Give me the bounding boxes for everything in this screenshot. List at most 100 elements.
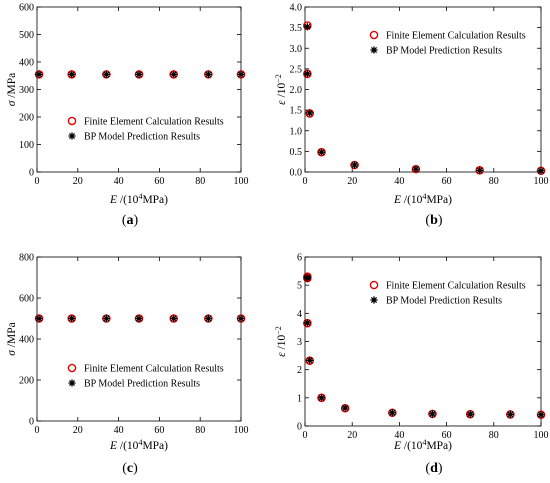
x-tick-label: 60 — [154, 425, 164, 436]
x-tick-label: 0 — [35, 176, 40, 187]
x-axis-unit-exponent: 4 — [422, 438, 426, 447]
x-tick-label: 40 — [394, 176, 404, 187]
legend: Finite Element Calculation Results BP Mod… — [369, 30, 526, 57]
x-tick-label: 80 — [195, 176, 205, 187]
y-axis-symbol: σ — [6, 349, 18, 356]
y-tick-label: 200 — [19, 113, 34, 124]
data-point — [204, 70, 212, 78]
y-tick-label: 400 — [19, 58, 34, 69]
data-point — [35, 314, 43, 323]
legend-entry: BP Model Prediction Results — [386, 296, 502, 307]
y-tick-label: 3 — [297, 337, 302, 348]
data-point — [135, 70, 143, 78]
x-tick-label: 80 — [489, 430, 499, 441]
legend-entry: BP Model Prediction Results — [386, 46, 502, 57]
legend-marker — [370, 46, 378, 54]
y-axis-symbol: σ — [6, 99, 18, 106]
data-point — [506, 410, 514, 419]
data-point — [204, 314, 212, 323]
series-bp — [35, 70, 245, 78]
y-tick-label: 800 — [19, 253, 34, 264]
x-axis-symbol: E — [393, 440, 401, 452]
data-point — [466, 410, 474, 418]
y-axis-unit: /MPa — [6, 73, 18, 101]
y-axis-label: ε /10−2 — [274, 74, 289, 105]
x-axis-unit-end: MPa) — [426, 194, 452, 206]
x-tick-label: 0 — [303, 176, 308, 187]
x-axis-label: E /(104MPa) — [393, 192, 452, 207]
x-tick-label: 20 — [347, 176, 357, 187]
data-point — [303, 319, 311, 327]
y-tick-label: 0.0 — [290, 168, 303, 179]
y-tick-label: 600 — [19, 294, 34, 305]
data-point — [537, 411, 545, 419]
x-axis-label: E /(104MPa) — [109, 438, 168, 453]
y-tick-label: 2.5 — [290, 64, 303, 75]
x-tick-label: 100 — [534, 430, 549, 441]
y-axis-label: ε /10−2 — [274, 326, 289, 357]
series-bp — [35, 314, 245, 323]
x-axis-symbol: E — [109, 440, 117, 452]
data-point — [237, 314, 245, 323]
legend-marker — [68, 379, 76, 387]
x-axis-label: E /(104MPa) — [393, 438, 452, 453]
x-axis-unit-end: MPa) — [142, 440, 168, 452]
data-point — [317, 148, 326, 156]
series-bp — [303, 273, 545, 419]
y-axis-symbol: ε — [276, 352, 288, 357]
panel-label: (c) — [122, 461, 138, 476]
data-point — [135, 314, 143, 323]
y-tick-label: 1 — [297, 393, 302, 404]
y-tick-label: 0 — [29, 168, 34, 179]
y-tick-label: 0 — [29, 417, 34, 428]
legend-marker — [68, 132, 76, 140]
panel-label: (a) — [122, 213, 139, 228]
legend-marker — [369, 30, 379, 40]
y-tick-label: 1.0 — [290, 126, 303, 137]
data-point — [428, 410, 437, 418]
x-tick-label: 60 — [442, 430, 452, 441]
data-point — [476, 166, 484, 174]
y-axis-symbol: ε — [276, 100, 288, 105]
x-axis-unit: /(10 — [117, 194, 139, 206]
x-tick-label: 40 — [114, 425, 124, 436]
data-point — [303, 70, 311, 78]
legend-marker — [67, 116, 77, 126]
y-tick-label: 0.5 — [290, 147, 303, 158]
data-point — [102, 314, 110, 323]
y-tick-label: 5 — [297, 281, 302, 292]
legend: Finite Element Calculation Results BP Mod… — [67, 116, 224, 143]
chart-panel-a: 0 20 40 60 80 100 0 100 200 300 400 500 600 E /(104MP… — [6, 3, 249, 229]
y-tick-label: 2 — [297, 365, 302, 376]
legend-marker — [67, 363, 77, 373]
x-axis-label: E /(104MPa) — [109, 192, 168, 207]
data-point — [306, 356, 314, 364]
data-point — [170, 314, 178, 323]
x-tick-label: 100 — [234, 425, 249, 436]
y-axis-unit: /10 — [276, 334, 288, 352]
y-axis-unit: /MPa — [6, 322, 18, 350]
data-point — [317, 394, 326, 402]
x-tick-label: 20 — [73, 425, 83, 436]
y-tick-label: 2.0 — [290, 85, 303, 96]
data-point — [237, 70, 245, 78]
y-tick-label: 3.5 — [290, 23, 303, 34]
x-tick-label: 0 — [35, 425, 40, 436]
legend-entry: Finite Element Calculation Results — [386, 31, 526, 42]
legend: Finite Element Calculation Results BP Mod… — [67, 363, 224, 390]
data-point — [388, 409, 396, 417]
data-point — [350, 161, 359, 169]
chart-panel-c: 0 20 40 60 80 100 0 200 400 600 800 E /(104MPa) σ /M… — [6, 253, 249, 477]
x-tick-label: 20 — [347, 430, 357, 441]
x-axis-symbol: E — [393, 194, 401, 206]
x-axis-unit-end: MPa) — [142, 194, 168, 206]
y-tick-label: 100 — [19, 140, 34, 151]
legend-entry: Finite Element Calculation Results — [386, 281, 526, 292]
x-tick-label: 0 — [303, 430, 308, 441]
data-point — [303, 274, 311, 282]
y-tick-label: 200 — [19, 376, 34, 387]
y-tick-label: 4.0 — [290, 3, 303, 14]
y-tick-label: 600 — [19, 3, 34, 14]
x-tick-label: 80 — [489, 176, 499, 187]
